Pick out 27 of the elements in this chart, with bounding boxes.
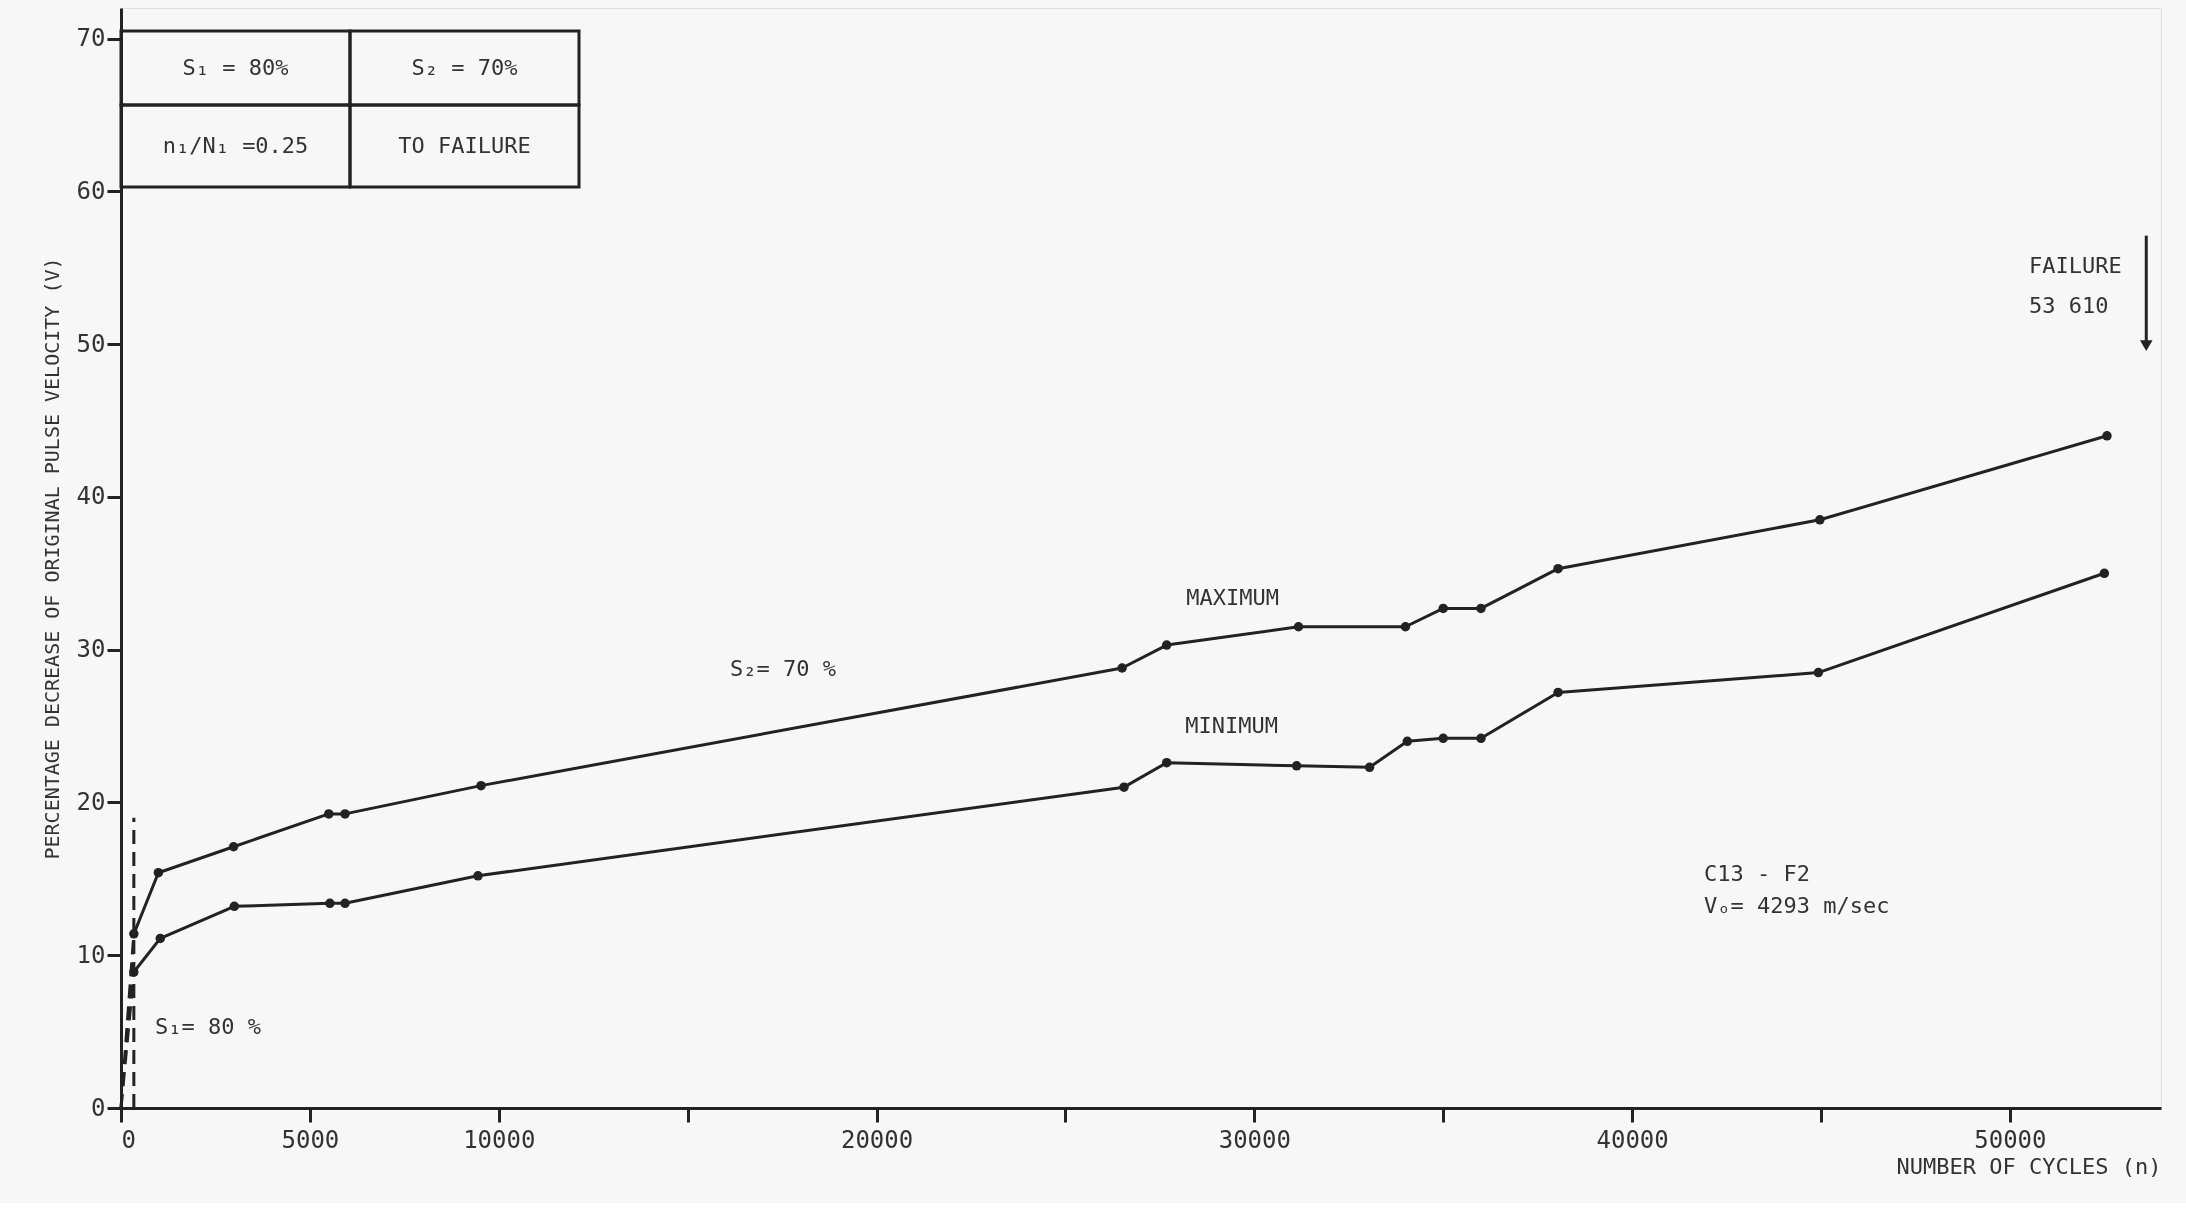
x-tick-label: 0	[121, 1125, 136, 1154]
y-tick-label: 30	[76, 635, 106, 664]
annotation: FAILURE 53 610	[2029, 253, 2122, 318]
x-tick-label: 10000	[463, 1125, 536, 1154]
y-tick-label: 40	[76, 482, 106, 511]
annotation: S₂= 70 %	[730, 656, 836, 681]
y-tick-label: 10	[76, 940, 106, 969]
series-label: MAXIMUM	[1186, 584, 1279, 610]
y-axis-title: PERCENTAGE DECREASE OF ORIGINAL PULSE VELOCITY (V)	[39, 257, 64, 860]
series-label: MINIMUM	[1185, 713, 1279, 739]
x-tick-label: 5000	[281, 1125, 340, 1154]
annotation: S₁ = 80%	[182, 55, 289, 80]
x-tick-label: 40000	[1596, 1125, 1669, 1154]
x-axis-title: NUMBER OF CYCLES (n)	[1896, 1153, 2162, 1179]
annotation: S₂ = 70%	[411, 55, 518, 80]
x-tick-label: 30000	[1218, 1125, 1291, 1154]
y-tick-label: 20	[76, 787, 106, 816]
annotation: TO FAILURE	[398, 133, 531, 158]
y-tick-label: 60	[76, 176, 106, 205]
x-tick-label: 50000	[1974, 1125, 2047, 1154]
annotation: S₁= 80 %	[155, 1014, 261, 1039]
x-tick-label: 20000	[840, 1125, 914, 1154]
y-tick-label: 0	[91, 1093, 106, 1122]
y-tick-label: 50	[76, 329, 106, 358]
annotation: C13 - F2 Vₒ= 4293 m/sec	[1704, 861, 1890, 918]
annotation: n₁/N₁ =0.25	[162, 133, 309, 158]
y-tick-label: 70	[76, 24, 106, 53]
